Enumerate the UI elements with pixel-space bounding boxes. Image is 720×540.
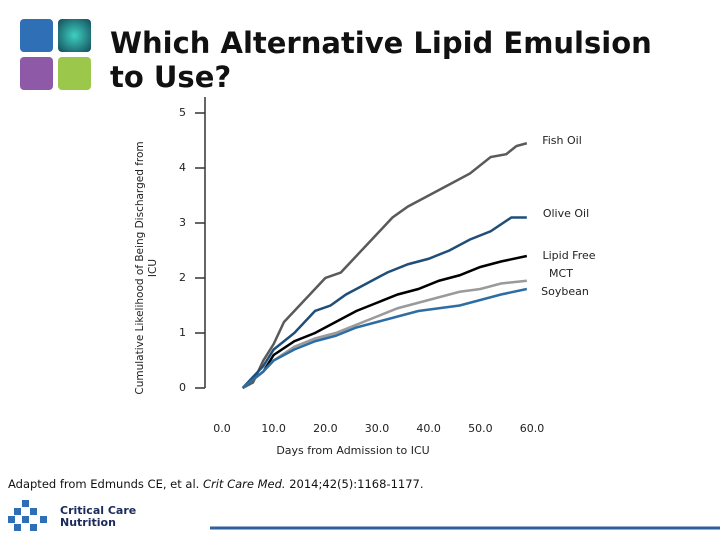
decor-square — [58, 19, 91, 52]
x-tick-label: 20.0 — [313, 422, 338, 435]
logo-text: Nutrition — [60, 516, 116, 529]
y-tick-label: 1 — [179, 326, 186, 339]
series-line — [241, 216, 527, 389]
y-tick-label: 2 — [179, 271, 186, 284]
logo: Critical Care Nutrition — [60, 505, 136, 529]
series-line — [241, 287, 528, 389]
logo-icon — [8, 500, 47, 531]
citation-text: 2014;42(5):1168-1177. — [285, 477, 424, 491]
series-line — [241, 254, 528, 389]
series-line — [242, 142, 528, 390]
series-label: Fish Oil — [542, 134, 582, 147]
x-tick-label: 60.0 — [520, 422, 545, 435]
y-tick-label: 4 — [179, 161, 186, 174]
series-label: Lipid Free — [542, 249, 595, 262]
x-tick-label: 30.0 — [365, 422, 390, 435]
decor-square — [20, 19, 53, 52]
x-axis-label: Days from Admission to ICU — [276, 444, 429, 457]
logo-text: Critical Care — [60, 504, 137, 517]
decor-square — [20, 57, 53, 90]
y-tick-label: 3 — [179, 216, 186, 229]
series-label: Olive Oil — [543, 207, 589, 220]
x-tick-label: 10.0 — [261, 422, 286, 435]
series-line — [241, 279, 527, 389]
citation: Adapted from Edmunds CE, et al. Crit Car… — [8, 477, 424, 491]
series-label: MCT — [549, 267, 573, 280]
series-label: Soybean — [541, 285, 589, 298]
citation-journal: Crit Care Med. — [202, 477, 286, 491]
y-tick-label: 5 — [179, 106, 186, 119]
y-axis-label: Cumulative Likelihood of Being Discharge… — [134, 141, 159, 395]
citation-text: Adapted from Edmunds CE, et al. — [8, 477, 203, 491]
x-tick-label: 50.0 — [468, 422, 493, 435]
y-tick-label: 0 — [179, 381, 186, 394]
x-tick-label: 0.0 — [213, 422, 231, 435]
slide-title: Which Alternative Lipid Emulsion to Use? — [110, 26, 652, 94]
decor-square — [58, 57, 91, 90]
x-tick-label: 40.0 — [416, 422, 441, 435]
